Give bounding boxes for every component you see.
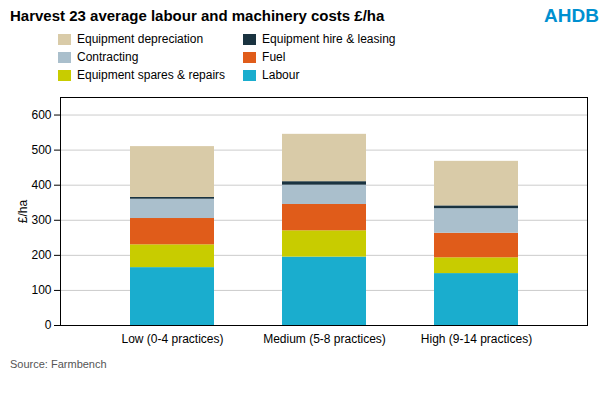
html-text:Equipment depreciation: Equipment depreciation bbox=[77, 32, 204, 46]
html-text:Source: Farmbench: Source: Farmbench bbox=[10, 358, 107, 370]
svg-text:500: 500 bbox=[31, 143, 51, 157]
svg-text:0: 0 bbox=[45, 318, 52, 332]
html-text:AHDB: AHDB bbox=[544, 5, 599, 26]
svg-text:400: 400 bbox=[31, 178, 51, 192]
svg-text:100: 100 bbox=[31, 283, 51, 297]
html-text:Harvest 23 average labour and: Harvest 23 average labour and machinery … bbox=[10, 7, 385, 24]
svg-text:Medium (5-8 practices): Medium (5-8 practices) bbox=[263, 332, 386, 346]
svg-text:600: 600 bbox=[31, 108, 51, 122]
html-text:Equipment hire & leasing: Equipment hire & leasing bbox=[262, 32, 396, 46]
html-text:Labour: Labour bbox=[262, 68, 300, 82]
svg-text:Low (0-4 practices): Low (0-4 practices) bbox=[121, 332, 223, 346]
svg-text:200: 200 bbox=[31, 248, 51, 262]
html-text:Equipment spares & repairs: Equipment spares & repairs bbox=[77, 68, 226, 82]
html-text:Contracting: Contracting bbox=[77, 50, 139, 64]
html-text:Fuel: Fuel bbox=[262, 50, 286, 64]
svg-text:300: 300 bbox=[31, 213, 51, 227]
svg-text:£/ha: £/ha bbox=[16, 199, 30, 223]
svg-text:High (9-14 practices): High (9-14 practices) bbox=[421, 332, 532, 346]
